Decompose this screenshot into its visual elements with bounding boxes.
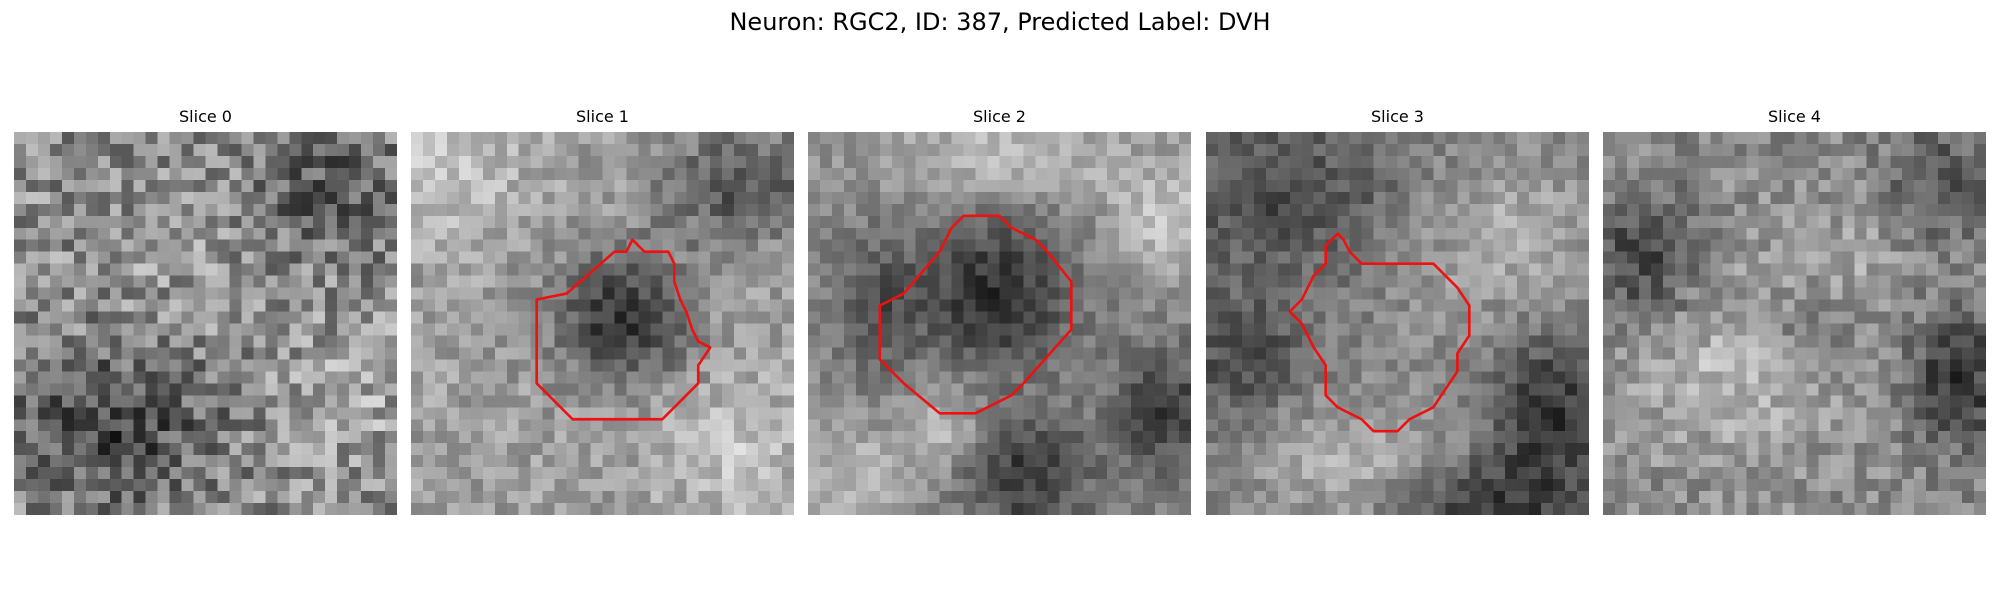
slice-image-0 <box>14 132 397 515</box>
slice-title-2: Slice 2 <box>808 106 1191 128</box>
slice-title-1: Slice 1 <box>411 106 794 128</box>
slice-image-3 <box>1206 132 1589 515</box>
slice-title-4: Slice 4 <box>1603 106 1986 128</box>
slice-panel-3: Slice 3 <box>1206 106 1589 515</box>
slice-panel-2: Slice 2 <box>808 106 1191 515</box>
slice-image-2 <box>808 132 1191 515</box>
slice-image-4 <box>1603 132 1986 515</box>
figure-title: Neuron: RGC2, ID: 387, Predicted Label: … <box>0 6 2000 38</box>
slice-title-3: Slice 3 <box>1206 106 1589 128</box>
slice-image-1 <box>411 132 794 515</box>
slice-title-0: Slice 0 <box>14 106 397 128</box>
slice-panel-4: Slice 4 <box>1603 106 1986 515</box>
slice-panel-0: Slice 0 <box>14 106 397 515</box>
slice-panel-1: Slice 1 <box>411 106 794 515</box>
